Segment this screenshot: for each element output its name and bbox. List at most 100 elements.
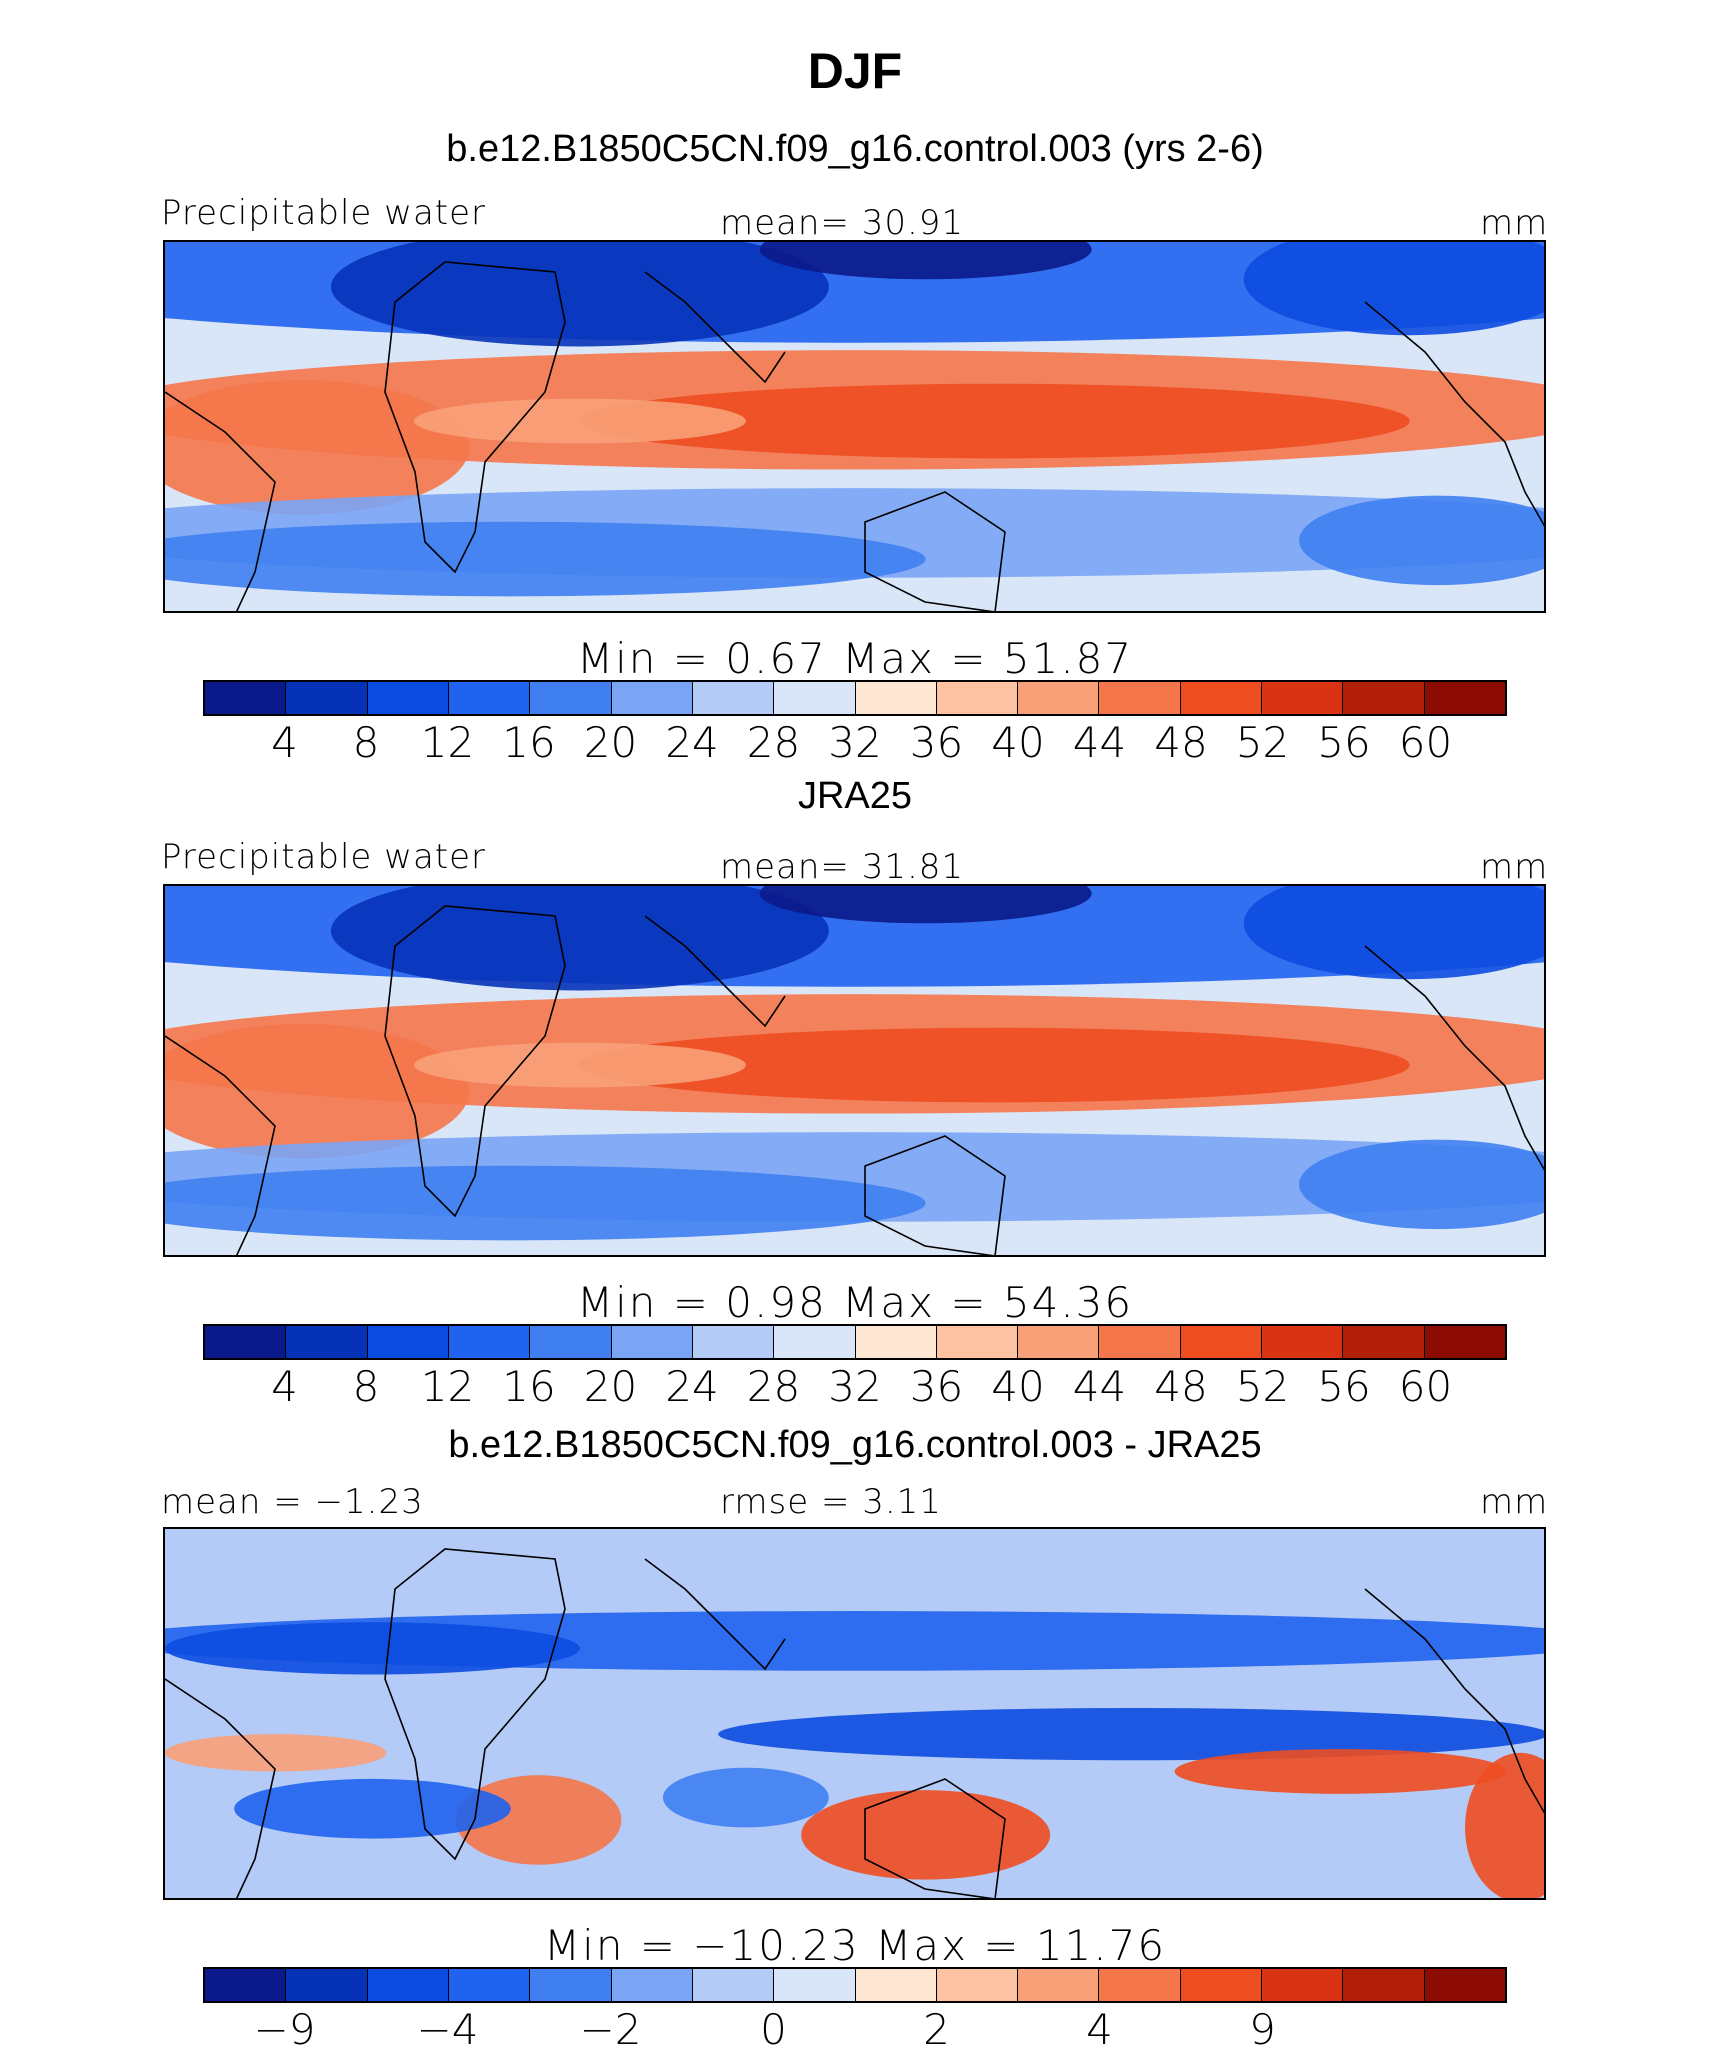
colorbar-swatch <box>1099 1326 1181 1358</box>
colorbar-swatch <box>367 682 449 714</box>
colorbar-tick-label: 24 <box>665 1362 719 1411</box>
coastline <box>384 261 566 574</box>
panel-1-colorbar-ticks: 4 8 12 16 20 24 28 32 36 40 44 48 52 56 60 <box>203 718 1507 767</box>
colorbar-swatch <box>205 1326 287 1358</box>
colorbar-tick-label: 60 <box>1398 1362 1453 1411</box>
panel-3-minmax: Min = −10.23 Max = 11.76 <box>543 1921 1167 1970</box>
coastline <box>644 915 786 1028</box>
coastline <box>165 1678 276 1898</box>
colorbar-swatch <box>1018 1969 1100 2001</box>
panel-3-subtitle: b.e12.B1850C5CN.f09_g16.control.003 - JR… <box>448 1424 1262 1466</box>
colorbar-tick-label: 8 <box>352 1362 380 1411</box>
field-contour <box>165 521 926 597</box>
panel-2-mean-label: mean= 31.81 <box>720 847 965 887</box>
colorbar-swatch <box>530 682 612 714</box>
colorbar-swatch <box>936 1969 1019 2001</box>
colorbar-swatch <box>692 1969 775 2001</box>
colorbar-tick-label: 9 <box>1249 2005 1276 2054</box>
field-contour <box>1174 1749 1507 1794</box>
colorbar-swatch <box>1180 1326 1263 1358</box>
colorbar-swatch <box>1424 682 1505 714</box>
colorbar-tick-label: 52 <box>1235 1362 1290 1411</box>
colorbar-tick-label: 12 <box>420 718 475 767</box>
colorbar-swatch <box>530 1326 612 1358</box>
panel-2-units-label: mm <box>1480 847 1549 887</box>
colorbar-swatch <box>1018 1326 1100 1358</box>
colorbar-swatch <box>530 1969 612 2001</box>
coastline <box>165 1035 276 1255</box>
colorbar-tick-label: 52 <box>1235 718 1290 767</box>
colorbar-tick-label: 4 <box>271 718 298 767</box>
colorbar-swatch <box>286 682 368 714</box>
colorbar-swatch <box>1343 1969 1425 2001</box>
panel-2-variable-label: Precipitable water <box>161 837 487 877</box>
field-contour <box>165 1734 387 1772</box>
field-contour <box>1243 242 1544 336</box>
field-contour <box>759 242 1092 280</box>
colorbar-tick-label: 2 <box>923 2005 950 2054</box>
panel-1-map-svg <box>165 242 1544 611</box>
field-contour <box>759 886 1092 924</box>
colorbar-swatch <box>1262 1969 1344 2001</box>
colorbar-tick-label: 4 <box>1086 2005 1113 2054</box>
colorbar-tick-label: −4 <box>416 2005 479 2054</box>
colorbar-swatch <box>1180 682 1263 714</box>
panel-1-subtitle: b.e12.B1850C5CN.f09_g16.control.003 (yrs… <box>446 128 1264 170</box>
colorbar-tick-label: 44 <box>1072 1362 1127 1411</box>
colorbar-tick-label: 48 <box>1154 718 1208 767</box>
colorbar-swatch <box>1343 682 1425 714</box>
colorbar-swatch <box>1262 1326 1344 1358</box>
colorbar-swatch <box>286 1326 368 1358</box>
colorbar-tick-label: 36 <box>909 718 964 767</box>
panel-2-map-svg <box>165 886 1544 1255</box>
panel-1-colorbar <box>203 680 1507 716</box>
coastline <box>384 1548 566 1861</box>
panel-1-units-label: mm <box>1480 203 1549 243</box>
field-contour <box>579 383 1410 459</box>
colorbar-tick-label: 48 <box>1154 1362 1208 1411</box>
colorbar-swatch <box>205 1969 287 2001</box>
colorbar-swatch <box>448 1326 531 1358</box>
colorbar-swatch <box>774 682 856 714</box>
colorbar-swatch <box>774 1969 856 2001</box>
coastline <box>165 391 276 611</box>
colorbar-tick-label: 56 <box>1317 718 1371 767</box>
panel-3-colorbar <box>203 1967 1507 2003</box>
coastline <box>644 1558 786 1671</box>
field-contour <box>413 1042 746 1088</box>
colorbar-tick-label: 12 <box>420 1362 475 1411</box>
colorbar-swatch <box>692 682 775 714</box>
field-contour <box>1465 1752 1544 1898</box>
panel-1-minmax: Min = 0.67 Max = 51.87 <box>576 634 1134 683</box>
colorbar-swatch <box>1018 682 1100 714</box>
colorbar-swatch <box>692 1326 775 1358</box>
colorbar-tick-label: 28 <box>746 718 801 767</box>
colorbar-swatch <box>611 1326 693 1358</box>
colorbar-swatch <box>1099 1969 1181 2001</box>
field-contour <box>1299 495 1544 586</box>
coastline <box>1364 301 1544 527</box>
colorbar-tick-label: 24 <box>665 718 719 767</box>
panel-3-colorbar-ticks: −9 −4 −2 0 2 4 9 <box>203 2005 1507 2054</box>
figure-title: DJF <box>807 43 903 99</box>
colorbar-swatch <box>855 1969 937 2001</box>
field-contour <box>718 1708 1544 1761</box>
colorbar-swatch <box>448 1969 531 2001</box>
coastline <box>384 905 566 1218</box>
colorbar-swatch <box>936 1326 1019 1358</box>
panel-3-mean-label: mean = −1.23 <box>161 1482 424 1522</box>
coastline <box>864 1135 1006 1255</box>
colorbar-swatch <box>1099 682 1181 714</box>
coastline <box>644 271 786 384</box>
panel-1-map <box>163 240 1546 613</box>
colorbar-tick-label: 28 <box>746 1362 801 1411</box>
colorbar-tick-label: 40 <box>991 718 1045 767</box>
colorbar-tick-label: 0 <box>760 2005 787 2054</box>
panel-1-mean-label: mean= 30.91 <box>720 203 965 243</box>
field-contour <box>662 1767 829 1828</box>
colorbar-tick-label: −9 <box>253 2005 316 2054</box>
panel-2-map <box>163 884 1546 1257</box>
colorbar-swatch <box>855 682 937 714</box>
colorbar-tick-label: 60 <box>1398 718 1453 767</box>
colorbar-swatch <box>205 682 287 714</box>
